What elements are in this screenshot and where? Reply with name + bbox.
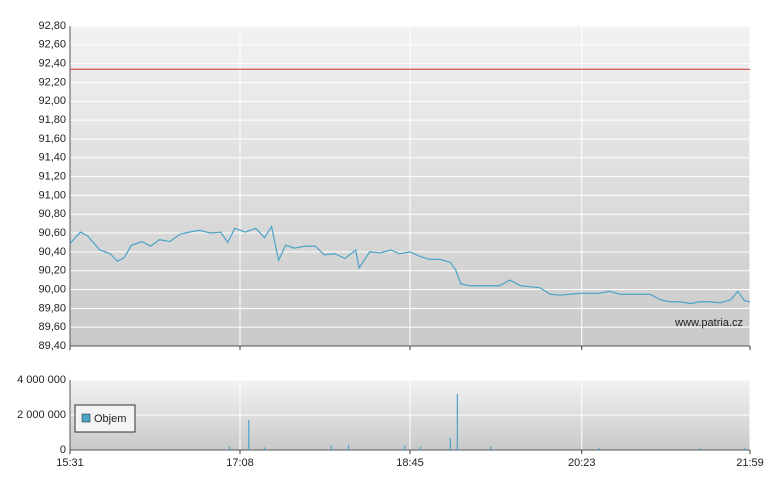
y-tick-label: 90,60	[38, 227, 66, 239]
y-tick-label: 91,00	[38, 189, 66, 201]
y-tick-label: 92,40	[38, 58, 66, 70]
volume-bar	[263, 447, 266, 450]
x-tick-label: 15:31	[56, 457, 84, 469]
y-tick-label: 89,40	[38, 340, 66, 352]
y-tick-label: 92,80	[38, 20, 66, 32]
y-tick-label: 90,00	[38, 283, 66, 295]
x-tick-label: 21:59	[736, 457, 764, 469]
y-tick-label: 90,40	[38, 246, 66, 258]
volume-bar	[419, 446, 422, 450]
volume-bar	[744, 448, 746, 450]
watermark: www.patria.cz	[674, 317, 743, 329]
y-tick-label: 91,60	[38, 133, 66, 145]
y-tick-label: 92,60	[38, 39, 66, 51]
y-tick-label: 90,20	[38, 265, 66, 277]
y-tick-label: 92,20	[38, 76, 66, 88]
volume-bar	[449, 437, 451, 450]
volume-bar	[348, 444, 350, 450]
volume-bar	[698, 448, 700, 450]
volume-bar	[158, 449, 160, 450]
y-tick-label: 2 000 000	[17, 409, 66, 421]
volume-bar	[490, 446, 492, 450]
x-tick-label: 17:08	[226, 457, 254, 469]
volume-bar	[248, 420, 250, 450]
y-tick-label: 91,20	[38, 170, 66, 182]
volume-bar	[228, 446, 231, 450]
y-tick-label: 89,80	[38, 302, 66, 314]
volume-bar	[330, 445, 332, 450]
y-tick-label: 0	[60, 444, 66, 456]
x-tick-label: 20:23	[568, 457, 596, 469]
y-tick-label: 91,80	[38, 114, 66, 126]
volume-bar	[598, 448, 600, 450]
y-tick-label: 91,40	[38, 152, 66, 164]
legend-swatch	[81, 413, 91, 423]
volume-bar	[404, 445, 406, 450]
price-line	[69, 224, 751, 305]
volume-bar	[456, 394, 458, 450]
x-tick-label: 18:45	[396, 457, 424, 469]
y-tick-label: 92,00	[38, 95, 66, 107]
y-tick-label: 4 000 000	[17, 374, 66, 386]
y-tick-label: 90,80	[38, 208, 66, 220]
y-tick-label: 89,60	[38, 321, 66, 333]
legend-label: Objem	[94, 413, 126, 425]
